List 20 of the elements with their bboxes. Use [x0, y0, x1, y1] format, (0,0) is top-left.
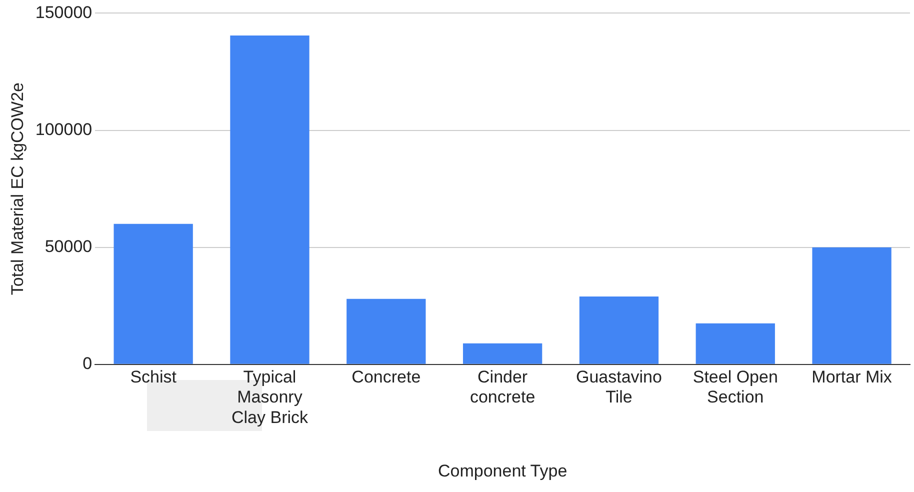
bar	[114, 224, 193, 364]
y-tick-label: 150000	[35, 2, 92, 22]
y-axis-title: Total Material EC kgCOW2e	[8, 82, 27, 296]
bar	[462, 343, 542, 364]
x-tick-label: Cinder concrete	[470, 367, 536, 407]
y-tick-label: 0	[82, 354, 92, 374]
x-tick-label: Steel Open Section	[692, 367, 778, 407]
bar	[812, 247, 892, 364]
bar	[696, 323, 775, 364]
x-tick-label: Schist	[130, 367, 177, 386]
bar	[346, 298, 426, 364]
y-tick-label: 100000	[35, 120, 92, 139]
x-tick-label: Concrete	[352, 367, 421, 386]
x-tick-label: Guastavino Tile	[576, 367, 662, 407]
x-axis-title: Component Type	[438, 461, 568, 480]
bar	[230, 35, 310, 364]
bar	[579, 296, 659, 364]
y-tick-label: 50000	[44, 237, 92, 256]
x-tick-label: Mortar Mix	[812, 367, 892, 386]
x-tick-label: Typical Masonry Clay Brick	[231, 367, 308, 428]
